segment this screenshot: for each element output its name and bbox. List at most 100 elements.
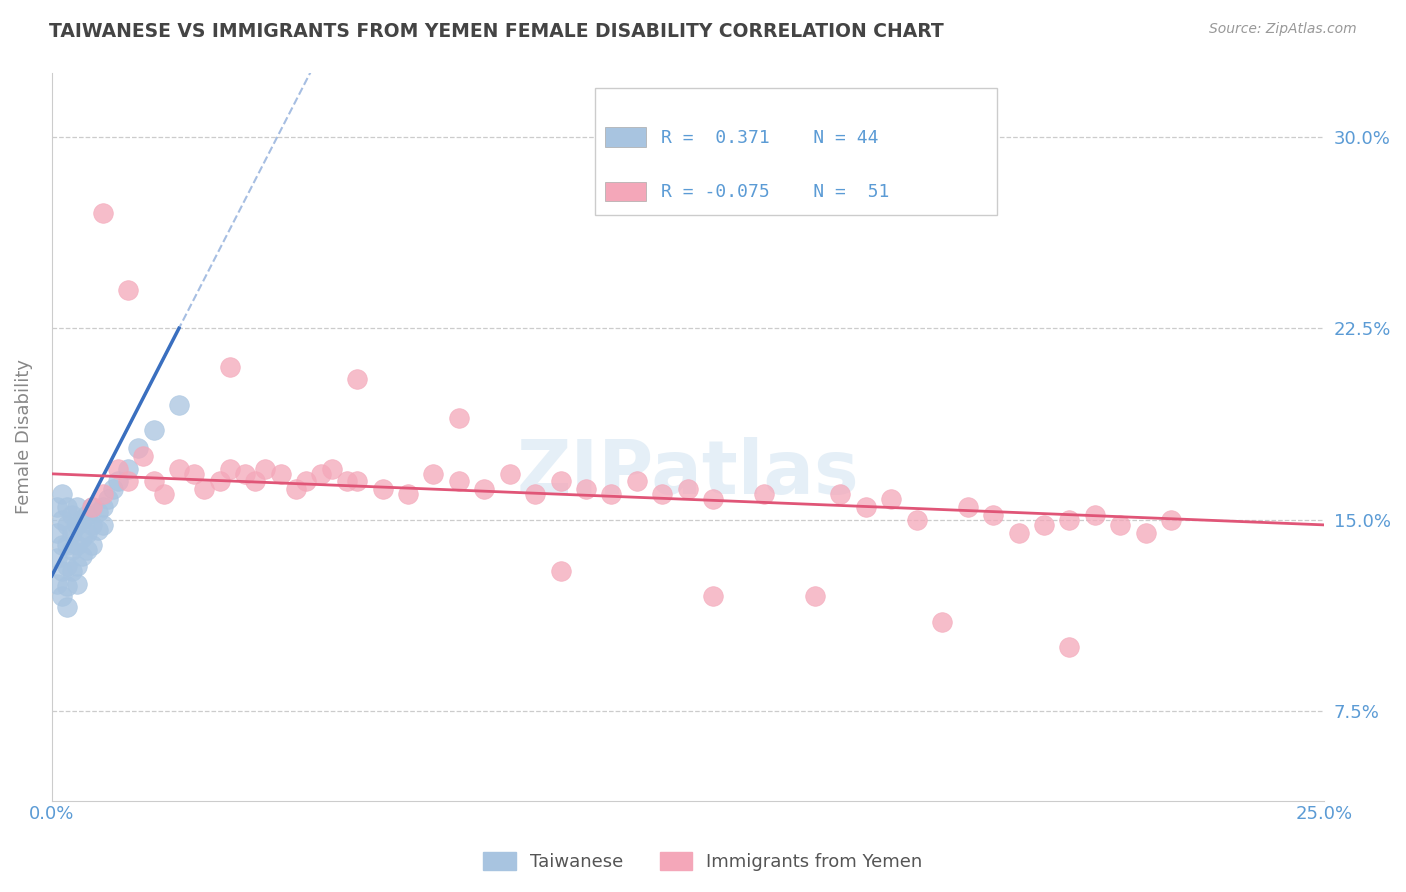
Point bbox=[346, 372, 368, 386]
Point bbox=[142, 424, 165, 438]
Point bbox=[193, 482, 215, 496]
Point bbox=[72, 549, 94, 563]
Point bbox=[1059, 640, 1081, 655]
Point bbox=[51, 564, 73, 578]
Point bbox=[66, 538, 89, 552]
Point bbox=[51, 538, 73, 552]
Point bbox=[117, 461, 139, 475]
Point bbox=[1109, 517, 1132, 532]
Point bbox=[60, 525, 83, 540]
Point bbox=[218, 359, 240, 374]
Y-axis label: Female Disability: Female Disability bbox=[15, 359, 32, 515]
Point bbox=[86, 523, 108, 537]
Point bbox=[702, 492, 724, 507]
Point bbox=[45, 500, 67, 514]
Point bbox=[422, 467, 444, 481]
Point bbox=[56, 579, 79, 593]
Point bbox=[183, 467, 205, 481]
Text: R =  0.371    N = 44: R = 0.371 N = 44 bbox=[661, 128, 879, 146]
Point bbox=[208, 475, 231, 489]
Point bbox=[72, 513, 94, 527]
Point bbox=[981, 508, 1004, 522]
Point bbox=[651, 487, 673, 501]
Point bbox=[167, 461, 190, 475]
Point bbox=[117, 475, 139, 489]
Point bbox=[76, 508, 98, 522]
Point bbox=[107, 461, 129, 475]
Point bbox=[76, 543, 98, 558]
Text: ZIPatlas: ZIPatlas bbox=[516, 437, 859, 509]
Text: R = -0.075    N =  51: R = -0.075 N = 51 bbox=[661, 183, 890, 202]
Point bbox=[86, 505, 108, 519]
Point bbox=[550, 475, 572, 489]
Point bbox=[626, 475, 648, 489]
Point bbox=[91, 500, 114, 514]
Point bbox=[82, 500, 104, 514]
Point bbox=[82, 500, 104, 514]
Point bbox=[60, 508, 83, 522]
Point bbox=[91, 517, 114, 532]
Point bbox=[245, 475, 267, 489]
Point bbox=[82, 517, 104, 532]
Point bbox=[1135, 525, 1157, 540]
Point bbox=[66, 576, 89, 591]
Point bbox=[499, 467, 522, 481]
Point bbox=[676, 482, 699, 496]
Point bbox=[167, 398, 190, 412]
Point bbox=[270, 467, 292, 481]
Point bbox=[956, 500, 979, 514]
Point bbox=[702, 590, 724, 604]
Legend: Taiwanese, Immigrants from Yemen: Taiwanese, Immigrants from Yemen bbox=[477, 845, 929, 879]
Point bbox=[218, 461, 240, 475]
FancyBboxPatch shape bbox=[595, 87, 997, 215]
Point bbox=[60, 543, 83, 558]
Point bbox=[66, 500, 89, 514]
Point bbox=[51, 590, 73, 604]
Point bbox=[117, 283, 139, 297]
Point bbox=[905, 513, 928, 527]
Point bbox=[472, 482, 495, 496]
Point bbox=[91, 206, 114, 220]
Point bbox=[321, 461, 343, 475]
Point bbox=[600, 487, 623, 501]
Point bbox=[66, 558, 89, 573]
Bar bbox=[605, 128, 645, 147]
Point bbox=[142, 475, 165, 489]
Point bbox=[60, 564, 83, 578]
Text: Source: ZipAtlas.com: Source: ZipAtlas.com bbox=[1209, 22, 1357, 37]
Point bbox=[830, 487, 852, 501]
Point bbox=[752, 487, 775, 501]
Point bbox=[371, 482, 394, 496]
Point bbox=[880, 492, 903, 507]
Point bbox=[56, 558, 79, 573]
Point bbox=[233, 467, 256, 481]
Point bbox=[45, 576, 67, 591]
Point bbox=[855, 500, 877, 514]
Point bbox=[72, 531, 94, 545]
Point bbox=[101, 482, 124, 496]
Point bbox=[91, 487, 114, 501]
Point bbox=[346, 475, 368, 489]
Point bbox=[51, 487, 73, 501]
Point bbox=[254, 461, 277, 475]
Point bbox=[550, 564, 572, 578]
Point bbox=[66, 517, 89, 532]
Point bbox=[931, 615, 953, 629]
Point bbox=[295, 475, 318, 489]
Point bbox=[76, 525, 98, 540]
Point bbox=[107, 475, 129, 489]
Point bbox=[447, 475, 470, 489]
Point bbox=[51, 513, 73, 527]
Point bbox=[82, 538, 104, 552]
Text: TAIWANESE VS IMMIGRANTS FROM YEMEN FEMALE DISABILITY CORRELATION CHART: TAIWANESE VS IMMIGRANTS FROM YEMEN FEMAL… bbox=[49, 22, 943, 41]
Point bbox=[127, 442, 149, 456]
Point bbox=[1160, 513, 1182, 527]
Point bbox=[45, 551, 67, 566]
Point bbox=[56, 538, 79, 552]
Point bbox=[132, 449, 155, 463]
Point bbox=[575, 482, 598, 496]
Bar bbox=[605, 182, 645, 202]
Point bbox=[1033, 517, 1056, 532]
Point bbox=[1059, 513, 1081, 527]
Point bbox=[56, 517, 79, 532]
